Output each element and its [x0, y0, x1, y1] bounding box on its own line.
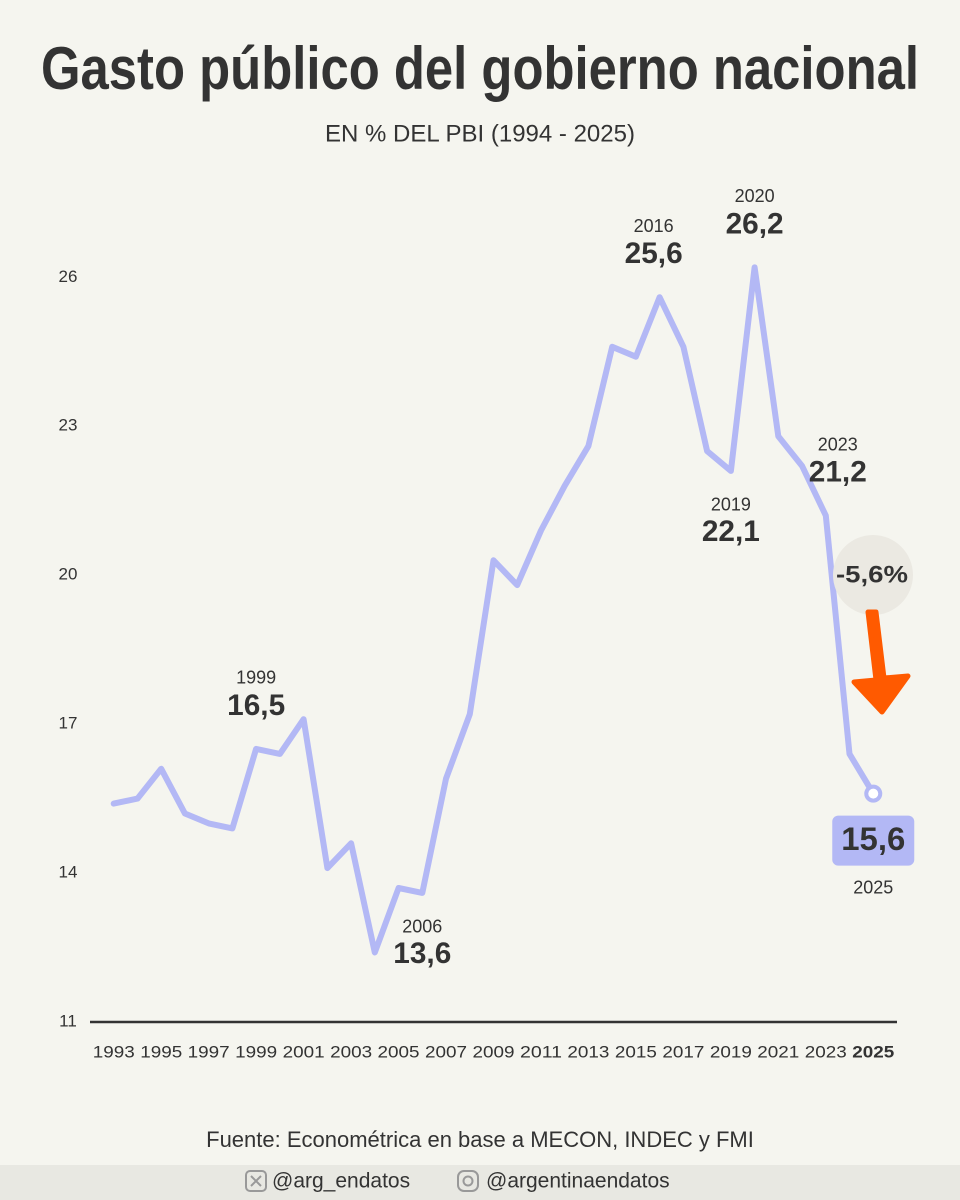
x-tick-label: 1995	[140, 1042, 182, 1061]
instagram-icon-lens	[462, 1175, 474, 1187]
y-tick-label: 26	[59, 267, 78, 286]
year-label: 2019	[711, 495, 751, 515]
handle: @arg_endatos	[272, 1170, 410, 1193]
value-label: 26,2	[726, 207, 784, 240]
x-icon-cross	[250, 1175, 262, 1187]
value-label: 15,6	[841, 821, 905, 857]
x-tick-label: 2025	[852, 1042, 894, 1061]
year-label: 1999	[236, 668, 276, 688]
final-label-box	[832, 815, 915, 866]
x-tick-label: 1993	[93, 1042, 135, 1061]
handle: @argentinaendatos	[486, 1170, 670, 1193]
footer-band	[0, 1165, 960, 1200]
value-label: 25,6	[625, 237, 683, 270]
x-tick-label: 2007	[425, 1042, 467, 1061]
end-point	[864, 784, 883, 803]
chart-subtitle: EN % DEL PBI (1994 - 2025)	[325, 120, 635, 147]
x-tick-label: 2003	[330, 1042, 372, 1061]
x-tick-label: 2001	[283, 1042, 325, 1061]
year-label: 2016	[634, 216, 674, 236]
x-icon	[245, 1170, 267, 1192]
x-tick-label: 1999	[235, 1042, 277, 1061]
x-tick-label: 2015	[615, 1042, 657, 1061]
line	[110, 264, 877, 956]
year-label: 2006	[402, 917, 442, 937]
value-label: 21,2	[809, 456, 867, 489]
y-tick-label: 14	[59, 863, 78, 882]
change-badge	[833, 535, 913, 615]
chart-title: Gasto público del gobierno nacional	[41, 35, 919, 102]
x-tick-label: 2021	[757, 1042, 799, 1061]
y-tick-label: 11	[59, 1011, 77, 1030]
x-tick-label: 2017	[662, 1042, 704, 1061]
value-label: 22,1	[702, 515, 760, 548]
year-label: 2020	[735, 186, 775, 206]
x-tick-label: 2009	[473, 1042, 515, 1061]
y-tick-label: 20	[59, 565, 78, 584]
value-label: 13,6	[393, 937, 451, 970]
x-tick-label: 2019	[710, 1042, 752, 1061]
year-label: 2023	[818, 434, 858, 454]
source: Fuente: Econométrica en base a MECON, IN…	[206, 1127, 754, 1152]
y-tick-label: 17	[59, 714, 78, 733]
change-label: -5,6%	[836, 561, 908, 588]
instagram-icon	[457, 1170, 479, 1192]
change-arrow	[851, 609, 911, 715]
year-label: 2025	[853, 877, 893, 897]
x-tick-label: 2005	[378, 1042, 420, 1061]
x-tick-label: 2013	[567, 1042, 609, 1061]
x-tick-label: 2011	[520, 1042, 562, 1061]
x-tick-label: 1997	[188, 1042, 230, 1061]
y-tick-label: 23	[59, 416, 78, 435]
x-tick-label: 2023	[805, 1042, 847, 1061]
value-label: 16,5	[227, 689, 285, 722]
